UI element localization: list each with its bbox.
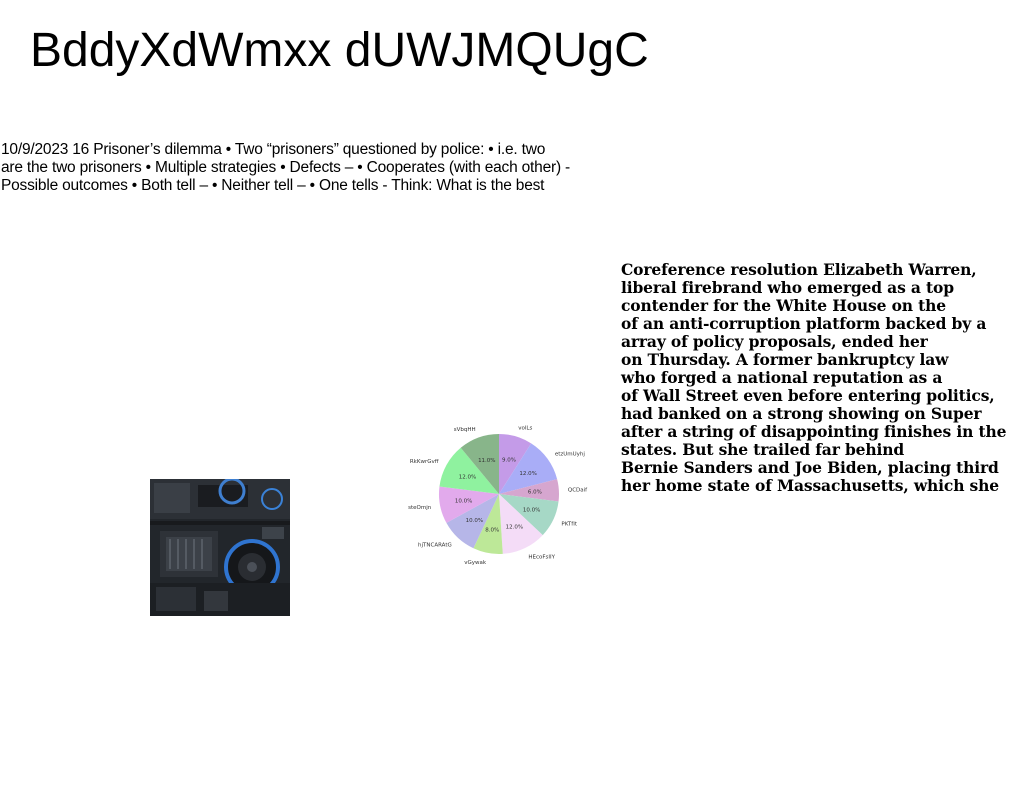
slice-category-label: etzUmUyhj <box>555 451 586 457</box>
text-line: had banked on a strong showing on Super <box>621 405 1021 423</box>
slice-percent-label: 12.0% <box>506 525 523 531</box>
slice-category-label: vGywak <box>464 560 487 566</box>
slice-category-label: volLs <box>518 426 532 432</box>
text-line: of Wall Street even before entering poli… <box>621 387 1021 405</box>
slice-percent-label: 10.0% <box>455 499 472 505</box>
slice-percent-label: 9.0% <box>502 457 516 463</box>
slice-percent-label: 12.0% <box>519 471 536 477</box>
slice-category-label: steOmjn <box>408 505 432 511</box>
slice-percent-label: 10.0% <box>523 507 540 513</box>
text-line: Coreference resolution Elizabeth Warren, <box>621 261 1021 279</box>
slice-percent-label: 10.0% <box>466 518 483 524</box>
text-line: 10/9/2023 16 Prisoner’s dilemma • Two “p… <box>1 141 611 159</box>
text-line: contender for the White House on the <box>621 297 1021 315</box>
text-line: on Thursday. A former bankruptcy law <box>621 351 1021 369</box>
text-line: who forged a national reputation as a <box>621 369 1021 387</box>
slice-percent-label: 6.0% <box>528 490 542 496</box>
slice-category-label: sVbqHH <box>454 427 476 433</box>
prisoners-dilemma-paragraph: 10/9/2023 16 Prisoner’s dilemma • Two “p… <box>1 141 611 195</box>
text-line: of an anti-corruption platform backed by… <box>621 315 1021 333</box>
slice-percent-label: 11.0% <box>478 458 495 464</box>
text-line: states. But she trailed far behind <box>621 441 1021 459</box>
text-line: array of policy proposals, ended her <box>621 333 1021 351</box>
circuit-board-image <box>150 479 290 616</box>
text-line: are the two prisoners • Multiple strateg… <box>1 159 611 177</box>
coreference-paragraph: Coreference resolution Elizabeth Warren,… <box>621 261 1021 495</box>
slice-category-label: RkKwrGvff <box>410 459 439 465</box>
text-line: her home state of Massachusetts, which s… <box>621 477 1021 495</box>
slice-percent-label: 8.0% <box>485 527 499 533</box>
circuit-board-photo <box>150 479 290 616</box>
text-line: Bernie Sanders and Joe Biden, placing th… <box>621 459 1021 477</box>
page-title: BddyXdWmxx dUWJMQUgC <box>30 22 649 80</box>
text-line: after a string of disappointing finishes… <box>621 423 1021 441</box>
slice-category-label: hjTNCARAtG <box>418 542 452 548</box>
slice-percent-label: 12.0% <box>459 475 476 481</box>
text-line: liberal firebrand who emerged as a top <box>621 279 1021 297</box>
pie-chart: 9.0% volLs 12.0% etzUmUyhj 6.0% QCDaif 10.0% PK… <box>400 400 600 585</box>
slice-category-label: PKTfIt <box>561 521 577 527</box>
pie-chart-svg: 9.0% volLs 12.0% etzUmUyhj 6.0% QCDaif 10.0% PK… <box>400 400 600 585</box>
text-line: Possible outcomes • Both tell – • Neithe… <box>1 177 611 195</box>
slice-category-label: QCDaif <box>568 488 588 494</box>
slice-category-label: HEcoFsIIY <box>528 554 555 560</box>
